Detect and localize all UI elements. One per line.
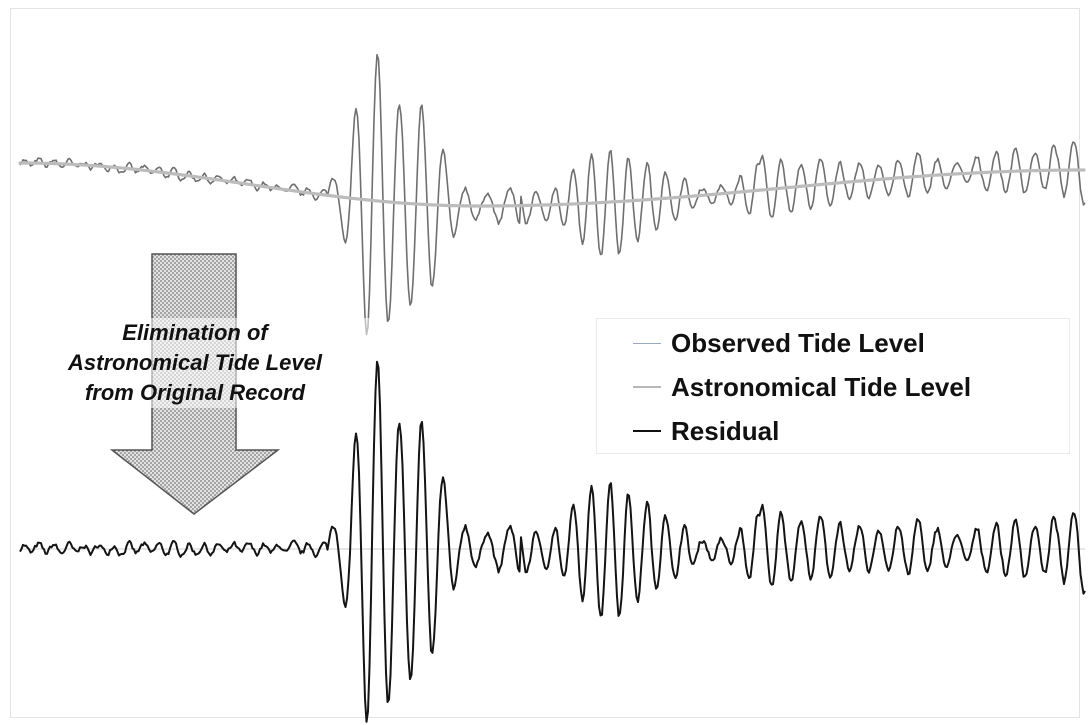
legend-swatch-observed (633, 342, 661, 344)
figure-frame (10, 8, 1080, 718)
arrow-label: Elimination of Astronomical Tide Level f… (20, 318, 370, 408)
legend-item-astronomical: Astronomical Tide Level (633, 367, 971, 407)
arrow-label-line-1: Elimination of (122, 320, 268, 345)
legend-item-observed: Observed Tide Level (633, 323, 925, 363)
legend-swatch-residual (633, 430, 661, 432)
legend-label-residual: Residual (671, 415, 780, 446)
astronomical-tide-line (18, 161, 1086, 208)
observed-tide-line (19, 54, 1086, 336)
arrow-label-line-3: from Original Record (84, 380, 306, 405)
legend: Observed Tide Level Astronomical Tide Le… (596, 318, 1070, 454)
residual-line (19, 360, 1086, 723)
legend-label-astronomical: Astronomical Tide Level (671, 371, 972, 402)
legend-label-observed: Observed Tide Level (671, 327, 925, 358)
arrow-label-line-2: Astronomical Tide Level (68, 350, 322, 375)
legend-item-residual: Residual (633, 411, 779, 451)
legend-swatch-astronomical (633, 386, 661, 388)
